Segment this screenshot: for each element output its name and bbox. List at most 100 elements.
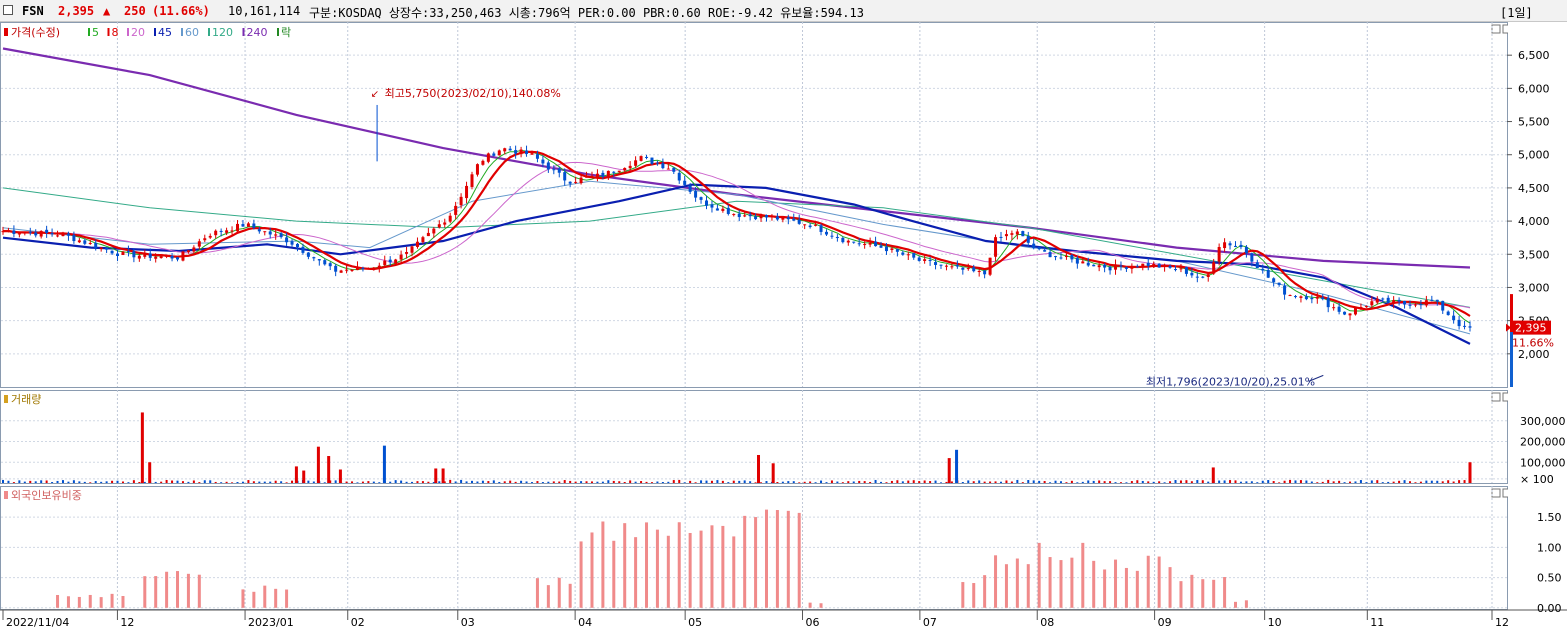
candle-body	[884, 246, 888, 252]
volume-bar	[1201, 480, 1204, 483]
volume-bar	[912, 480, 915, 483]
volume-bar	[441, 468, 445, 483]
candle-body	[1424, 300, 1428, 306]
candle-body	[6, 230, 10, 232]
volume-bar	[382, 445, 386, 483]
volume-bar	[209, 480, 212, 483]
volume-bar	[252, 481, 255, 483]
volume-bar	[327, 456, 331, 483]
foreign-ownership-bar	[1190, 574, 1194, 608]
candle-body	[1201, 276, 1205, 278]
volume-bar	[1114, 482, 1117, 483]
volume-bar	[601, 481, 604, 483]
candle-body	[1266, 269, 1270, 278]
last-price-tag	[1511, 320, 1551, 335]
candle-body	[1337, 306, 1341, 312]
candle-body	[552, 169, 556, 171]
panel-minimize-icon[interactable]	[1491, 24, 1501, 34]
foreign-ownership-bar	[623, 523, 627, 608]
candle-body	[421, 237, 425, 243]
candle-body	[1364, 306, 1368, 308]
candle-body	[465, 185, 469, 199]
legend-marker	[4, 491, 8, 499]
foreign-ownership-bar	[961, 582, 965, 608]
candle-body	[1059, 257, 1063, 259]
foreign-ownership-bar	[590, 532, 594, 608]
candle-body	[1026, 236, 1030, 243]
volume-bar	[814, 482, 817, 483]
price-change-pct: (11.66%)	[152, 4, 210, 18]
foreign-ownership-bar	[1157, 556, 1161, 608]
candle-body	[1457, 319, 1461, 327]
foreign-ownership-bar	[1179, 581, 1183, 608]
volume-bar	[1207, 481, 1210, 483]
volume-bar	[154, 481, 157, 483]
candle-body	[874, 241, 878, 247]
volume-bar	[757, 454, 761, 483]
panel-minimize-icon[interactable]	[1491, 488, 1501, 498]
volume-bar	[754, 482, 757, 483]
ma-line-45	[2, 183, 1471, 345]
volume-bar	[945, 481, 948, 483]
volume-bar	[836, 481, 839, 483]
panel-minimize-icon[interactable]	[1491, 392, 1501, 402]
legend-ma-240: 240	[247, 26, 268, 39]
volume-bar	[1234, 480, 1237, 483]
volume-bar	[400, 480, 403, 483]
volume-bar	[132, 480, 135, 483]
candle-body	[366, 268, 370, 270]
volume-bar	[51, 482, 54, 483]
candle-body	[252, 223, 256, 228]
candle-body	[1321, 297, 1325, 300]
volume-bar	[683, 482, 686, 483]
candle-body	[181, 251, 185, 261]
foreign-ownership-bar	[808, 602, 812, 608]
volume-bar	[1463, 480, 1466, 483]
volume-bar	[1409, 481, 1412, 483]
foreign-ownership-bar	[535, 578, 539, 608]
volume-bar	[1414, 482, 1417, 483]
candle-body	[1212, 262, 1216, 274]
candle-body	[1195, 276, 1199, 278]
volume-bar	[1305, 480, 1308, 483]
candle-body	[105, 247, 109, 250]
volume-bar	[890, 480, 893, 483]
candle-body	[454, 205, 458, 215]
foreign-ownership-bar	[274, 588, 278, 608]
volume-bar	[612, 480, 615, 483]
candle-body	[857, 243, 861, 245]
volume-bar	[940, 482, 943, 483]
candle-body	[1293, 296, 1297, 298]
volume-bar	[127, 482, 130, 483]
volume-bar	[329, 480, 332, 483]
volume-bar	[623, 481, 626, 483]
volume-bar	[967, 480, 970, 483]
legend-ma-락: 락	[281, 26, 291, 39]
volume-bar	[983, 481, 986, 483]
volume-bar	[236, 482, 239, 483]
volume-bar	[1430, 480, 1433, 483]
candle-body	[317, 259, 321, 261]
candle-body	[1, 231, 5, 233]
volume-bar	[1081, 481, 1084, 483]
select-checkbox[interactable]	[3, 5, 13, 15]
volume-bar	[710, 480, 713, 483]
candle-body	[263, 231, 267, 233]
volume-bar	[1267, 480, 1270, 483]
volume-bar	[1294, 480, 1297, 483]
legend-marker	[181, 28, 183, 36]
candle-body	[12, 230, 16, 234]
candle-body	[514, 150, 518, 154]
foreign-ownership-bar	[983, 575, 987, 608]
candle-body	[230, 230, 234, 232]
foreign-ownership-bar	[710, 525, 714, 608]
volume-bar	[760, 482, 763, 483]
candle-body	[1015, 231, 1019, 235]
volume-bar	[405, 481, 408, 483]
volume-bar	[901, 481, 904, 483]
candle-body	[775, 216, 779, 220]
foreign-ownership-bar	[601, 521, 605, 608]
period-selector[interactable]: [1일]	[1500, 6, 1533, 20]
candle-body	[1304, 296, 1308, 300]
stock-chart: 2022/11/04 12 2023/01 02 03 04 05 06 07 08 09 10 11 1…	[0, 22, 1567, 630]
